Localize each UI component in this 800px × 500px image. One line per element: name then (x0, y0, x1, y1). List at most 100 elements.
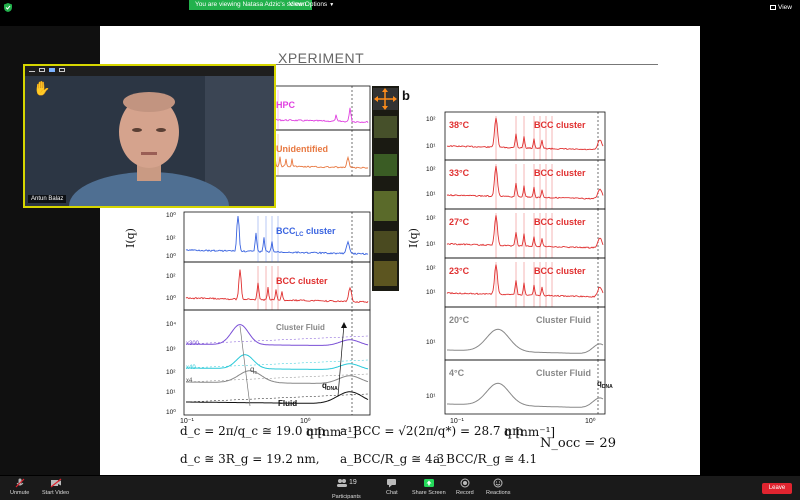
panel-b-row-label: BCC cluster (534, 120, 586, 130)
panel-b-ytick: 10¹ (426, 143, 436, 150)
chat-icon (387, 479, 397, 488)
panel-a-ytick: 10⁰ (166, 252, 176, 260)
participant-name: Antun Balaz (28, 195, 67, 203)
cluster-fluid-label: Cluster Fluid (276, 323, 325, 332)
qdna-label: qDNA (322, 381, 338, 392)
temperature-label: 4°C (449, 368, 465, 378)
shield-icon[interactable] (4, 3, 12, 12)
qdna-arrow (337, 323, 345, 397)
panel-a-ytick: 10² (166, 369, 176, 376)
start-video-button[interactable]: Start Video (42, 478, 69, 496)
panel-b-ylabel: I(q) (407, 228, 420, 248)
temperature-label: 20°C (449, 315, 470, 325)
meeting-toolbar: Unmute Start Video 19 Participants Chat … (0, 476, 800, 500)
person-silhouette (25, 76, 274, 206)
panel-a-xtick-0: 10⁻¹ (180, 418, 194, 425)
formula-dc: d_c = 2π/q_c ≅ 19.0 nm (180, 424, 326, 438)
panel-b-ytick: 10² (426, 215, 436, 222)
panel-b-ytick: 10¹ (426, 191, 436, 198)
panel-b: b I(q) q [nm⁻¹] 10⁻¹ 10⁰ 38°C BCC cluster… (402, 88, 613, 439)
panel-a-ytick: 10³ (166, 346, 176, 353)
grid-view-icon[interactable] (59, 68, 65, 72)
panel-a-xtick-1: 10⁰ (300, 417, 311, 425)
fluid-curve (186, 391, 369, 404)
panel-a-ytick: 10⁰ (166, 294, 176, 302)
panel-b-qdna-label: qDNA (597, 379, 613, 390)
record-label: Record (456, 490, 474, 496)
panel-a-spectrum (185, 269, 369, 304)
participants-count: 19 (348, 479, 357, 486)
panel-b-xtick-1: 10⁰ (585, 417, 596, 425)
title-divider (270, 64, 658, 65)
panel-b-spectrum (446, 215, 604, 249)
panel-b-xlabel: q [nm⁻¹] (504, 425, 555, 439)
view-options-label: View Options (289, 1, 328, 8)
screen-margin-right (700, 26, 800, 475)
panel-a-fluid-subplot (183, 309, 371, 416)
temperature-label: 33°C (449, 168, 470, 178)
video-controls (25, 66, 274, 76)
panel-a-row-label: HPC (276, 100, 296, 110)
view-label: View (778, 4, 792, 11)
temperature-label: 27°C (449, 217, 470, 227)
speaker-view-icon[interactable] (49, 68, 55, 72)
leave-button[interactable]: Leave (762, 483, 792, 494)
reactions-button[interactable]: Reactions (486, 478, 510, 496)
formula-abcc-rg-1: a_BCC/R_g ≅ 4.3 (340, 452, 445, 466)
panel-a-xlabel: q [nm⁻¹] (306, 425, 357, 439)
grid-icon (770, 4, 777, 10)
scale-x40: x40 (186, 365, 196, 371)
record-button[interactable]: Record (456, 478, 474, 496)
chat-button[interactable]: Chat (386, 478, 398, 496)
panel-b-spectrum (446, 117, 604, 151)
smiley-icon (493, 478, 503, 488)
chat-label: Chat (386, 490, 398, 496)
participant-video[interactable]: ✋ Antun Balaz (23, 64, 276, 208)
panel-a-ytick: 10⁴ (166, 321, 176, 328)
formula-dc-rg: d_c ≅ 3R_g = 19.2 nm, (180, 452, 320, 466)
fluid-curve (186, 324, 369, 346)
chevron-down-icon: ▼ (329, 2, 335, 8)
panel-a-ytick: 10² (166, 235, 176, 242)
fluid-curve (186, 370, 369, 384)
panel-b-row-label: Cluster Fluid (536, 315, 591, 325)
scale-x300: x300 (186, 341, 200, 347)
view-button[interactable]: View (770, 4, 792, 11)
unmute-button[interactable]: Unmute (10, 478, 29, 496)
minimize-icon[interactable] (29, 68, 35, 72)
panel-a-row-label: Unidentified (276, 144, 328, 154)
panel-a-ytick: 10⁰ (166, 408, 176, 416)
panel-b-row-label: Cluster Fluid (536, 368, 591, 378)
slide-title: XPERIMENT (278, 50, 365, 66)
panel-b-letter: b (402, 88, 410, 103)
polarizer-arrows-icon (373, 88, 398, 110)
panel-b-ytick: 10² (426, 265, 436, 272)
fit-line (185, 393, 369, 403)
panel-a-ytick: 10¹ (166, 389, 176, 396)
micrograph-strip (372, 86, 399, 291)
panel-a-ytick: 10² (166, 273, 176, 280)
qdna-arrowhead (341, 322, 347, 328)
panel-a-row-label: BCC cluster (276, 276, 328, 286)
panel-b-row-label: BCC cluster (534, 266, 586, 276)
panel-b-row-label: BCC cluster (534, 217, 586, 227)
video-off-icon (50, 478, 61, 488)
panel-a-subplot (183, 211, 371, 263)
muted-mic-icon (15, 478, 25, 488)
start-video-label: Start Video (42, 490, 70, 496)
panel-b-ytick: 10¹ (426, 339, 436, 346)
top-bar: You are viewing Natasa Adzic's screen Vi… (0, 0, 800, 14)
panel-b-ytick: 10² (426, 116, 436, 123)
view-options-button[interactable]: View Options ▼ (289, 1, 334, 8)
panel-b-ytick: 10¹ (426, 241, 436, 248)
panel-a-ylabel: I(q) (124, 228, 137, 248)
formula-nocc: N_occ = 29 (540, 436, 616, 451)
reactions-label: Reactions (486, 490, 511, 496)
viewing-banner: You are viewing Natasa Adzic's screen (189, 0, 313, 10)
share-screen-button[interactable]: Share Screen (412, 478, 446, 496)
window-icon[interactable] (39, 68, 45, 72)
participants-button[interactable]: 19 Participants (332, 478, 361, 500)
raised-hand-icon: ✋ (33, 80, 51, 96)
panel-a-subplot (183, 261, 371, 311)
